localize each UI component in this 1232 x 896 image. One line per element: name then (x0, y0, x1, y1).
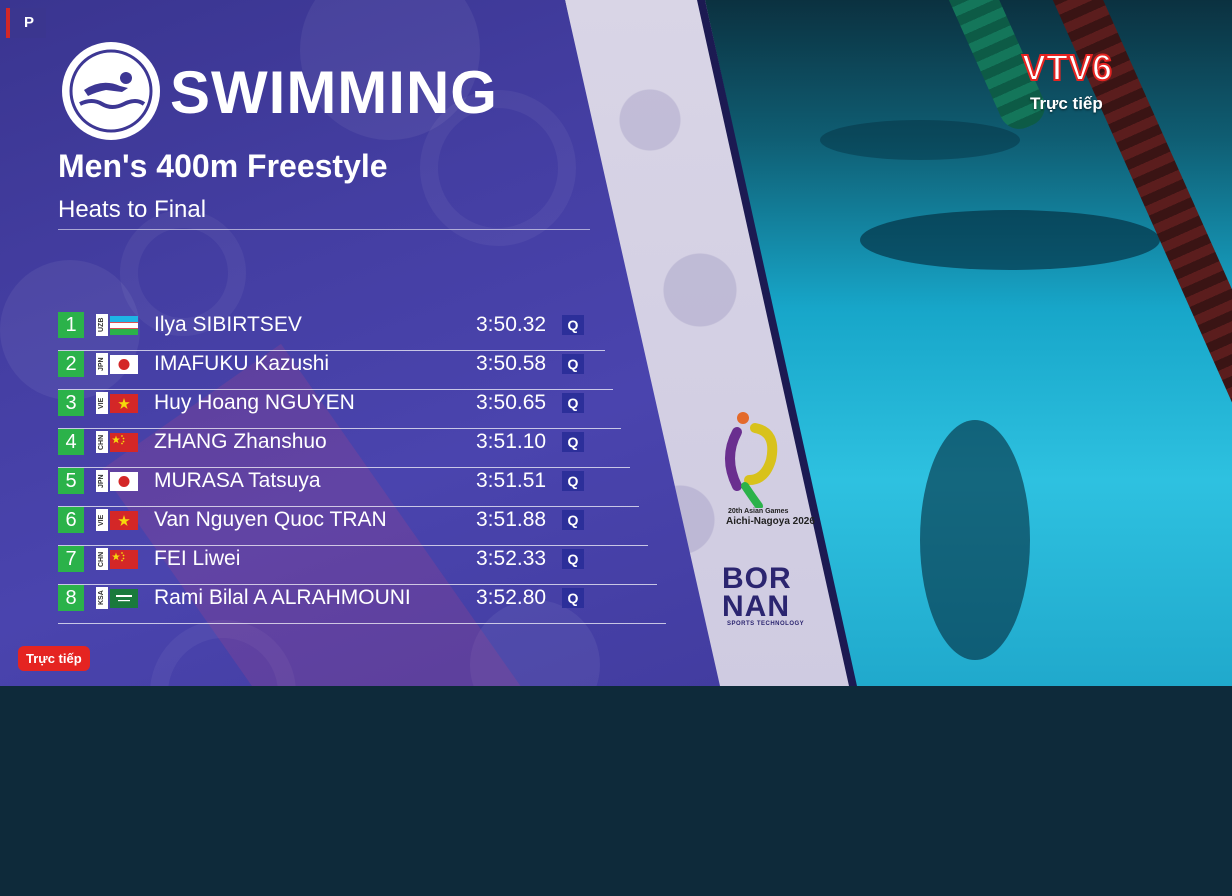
event-title: Men's 400m Freestyle (58, 148, 388, 184)
result-row: 8 KSA Rami Bilal A ALRAHMOUNI 3:52.80 Q (58, 585, 678, 624)
row-divider (58, 623, 666, 624)
qualified-mark: Q (567, 356, 579, 372)
water-shadow (920, 420, 1030, 660)
sponsor-logo-line2: NAN (722, 590, 790, 623)
qualified-mark: Q (567, 434, 579, 450)
qualified-mark: Q (567, 590, 579, 606)
qualified-mark: Q (567, 395, 579, 411)
swimming-icon (62, 42, 160, 140)
live-badge: Trực tiếp (18, 646, 90, 671)
flag-jpn-icon (110, 472, 138, 491)
sport-title: SWIMMING (170, 59, 498, 126)
athlete-name: Van Nguyen Quoc TRAN (154, 508, 387, 531)
athlete-name: MURASA Tatsuya (154, 469, 321, 492)
vtv6-logo: VTV6 (1018, 46, 1123, 89)
corner-tag: P (6, 8, 46, 38)
rank-badge: 1 (58, 312, 84, 338)
result-time: 3:50.32 (476, 313, 547, 336)
result-row: 7 CHN FEI Liwei 3:52.33 Q (58, 546, 678, 585)
corner-tag-label: P (24, 14, 35, 31)
noc-code: KSA (96, 587, 108, 609)
result-row: 3 VIE Huy Hoang NGUYEN 3:50.65 Q (58, 390, 678, 429)
athlete-name: IMAFUKU Kazushi (154, 352, 330, 375)
result-time: 3:51.88 (476, 508, 547, 531)
row-divider (58, 545, 648, 546)
noc-code: JPN (96, 470, 108, 492)
qualified-badge: Q (562, 549, 584, 569)
row-divider (58, 506, 639, 507)
result-time: 3:50.65 (476, 391, 547, 414)
athlete-name: ZHANG Zhanshuo (154, 430, 327, 453)
rank-badge: 3 (58, 390, 84, 416)
result-row: 6 VIE Van Nguyen Quoc TRAN 3:51.88 Q (58, 507, 678, 546)
result-time: 3:51.51 (476, 469, 547, 492)
water-ripple (860, 210, 1160, 270)
result-time: 3:50.58 (476, 352, 547, 375)
noc-code: UZB (96, 314, 108, 336)
games-name: 20th Asian Games (728, 508, 789, 515)
rank-badge: 8 (58, 585, 84, 611)
result-row: 1 UZB Ilya SIBIRTSEV 3:50.32 Q (58, 312, 678, 351)
flag-jpn-icon (110, 355, 138, 374)
qualified-mark: Q (567, 551, 579, 567)
qualified-mark: Q (567, 317, 579, 333)
noc-code: VIE (96, 392, 108, 414)
row-divider (58, 467, 630, 468)
result-row: 5 JPN MURASA Tatsuya 3:51.51 Q (58, 468, 678, 507)
svg-text:VTV6: VTV6 (1022, 48, 1112, 88)
noc-code: CHN (96, 548, 108, 570)
qualified-mark: Q (567, 473, 579, 489)
water-ripple (820, 120, 1020, 160)
rank-badge: 6 (58, 507, 84, 533)
phase-subtitle: Heats to Final (58, 196, 207, 223)
qualified-badge: Q (562, 393, 584, 413)
rank-badge: 7 (58, 546, 84, 572)
sponsor-tagline: SPORTS TECHNOLOGY (727, 621, 805, 627)
qualified-badge: Q (562, 471, 584, 491)
row-divider (58, 350, 605, 351)
noc-code: VIE (96, 509, 108, 531)
result-row: 2 JPN IMAFUKU Kazushi 3:50.58 Q (58, 351, 678, 390)
flag-vie-icon (110, 511, 138, 530)
flag-chn-icon (110, 550, 138, 569)
athlete-name: Rami Bilal A ALRAHMOUNI (154, 586, 411, 609)
games-host: Aichi-Nagoya 2026 (726, 516, 815, 527)
qualified-badge: Q (562, 354, 584, 374)
result-time: 3:52.33 (476, 547, 547, 570)
flag-uzb-icon (110, 316, 138, 335)
rank-badge: 5 (58, 468, 84, 494)
title-divider (58, 229, 590, 230)
row-divider (58, 389, 613, 390)
noc-code: JPN (96, 353, 108, 375)
noc-code: CHN (96, 431, 108, 453)
qualified-badge: Q (562, 432, 584, 452)
row-divider (58, 584, 657, 585)
result-time: 3:52.80 (476, 586, 547, 609)
flag-vie-icon (110, 394, 138, 413)
rank-badge: 2 (58, 351, 84, 377)
channel-live-label: Trực tiếp (1030, 94, 1103, 113)
result-row: 4 CHN ZHANG Zhanshuo 3:51.10 Q (58, 429, 678, 468)
athlete-name: Ilya SIBIRTSEV (154, 313, 302, 336)
row-divider (58, 428, 621, 429)
asian-games-logo (715, 408, 795, 510)
sponsor-logo: BOR NAN (722, 562, 792, 623)
qualified-badge: Q (562, 510, 584, 530)
qualified-mark: Q (567, 512, 579, 528)
flag-chn-icon (110, 433, 138, 452)
rank-badge: 4 (58, 429, 84, 455)
result-time: 3:51.10 (476, 430, 547, 453)
athlete-name: FEI Liwei (154, 547, 241, 570)
athlete-name: Huy Hoang NGUYEN (154, 391, 355, 414)
flag-ksa-icon (110, 589, 138, 608)
sponsor-logo-line1: BOR (722, 562, 792, 595)
qualified-badge: Q (562, 588, 584, 608)
qualified-badge: Q (562, 315, 584, 335)
